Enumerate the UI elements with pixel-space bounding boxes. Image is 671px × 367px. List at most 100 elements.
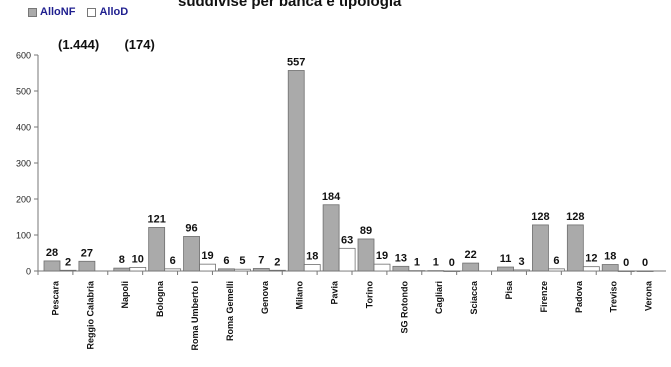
- bar-allonf: [357, 238, 375, 272]
- category-label: Bologna: [155, 280, 165, 317]
- bar-allod: [373, 263, 391, 272]
- data-label-allonf: 13: [395, 252, 407, 264]
- bar-allonf: [322, 204, 340, 272]
- bar-allod: [303, 264, 321, 272]
- bar-allod: [129, 266, 147, 272]
- data-label-allonf: 6: [223, 255, 229, 267]
- data-label-allod: 2: [274, 256, 280, 268]
- category-label: Milano: [295, 280, 305, 309]
- bar-allonf: [497, 266, 514, 272]
- data-label-allod: 2: [65, 256, 71, 268]
- legend-label-allonf: AlloNF: [40, 6, 76, 18]
- category-label: Genova: [260, 280, 270, 314]
- y-tick-label: 500: [16, 87, 31, 97]
- data-label-allonf: 128: [566, 211, 584, 223]
- total-allonf: (1.444): [58, 37, 100, 52]
- bar-allonf: [392, 265, 410, 272]
- category-label: Torino: [364, 281, 374, 309]
- bar-allonf: [601, 264, 619, 272]
- legend: AlloNF AlloD: [28, 6, 128, 18]
- totals: (1.444) (174): [58, 37, 155, 52]
- bar-allod: [408, 270, 426, 272]
- y-tick-label: 0: [26, 267, 31, 277]
- category-label: Cagliari: [434, 281, 444, 314]
- category-label: Napoli: [120, 281, 130, 309]
- data-label-allonf: 121: [147, 213, 165, 225]
- data-label-allod: 63: [341, 234, 353, 246]
- data-label-allonf: 18: [604, 251, 616, 263]
- data-label-allod: 3: [518, 256, 524, 268]
- data-label-allod: 19: [376, 250, 388, 262]
- category-label: Firenze: [539, 281, 549, 313]
- y-tick-label: 600: [16, 51, 31, 61]
- category-label: SG Rotondo: [399, 281, 409, 334]
- category-label: Treviso: [609, 281, 619, 313]
- category-label: Sciacca: [469, 280, 479, 315]
- data-label-allonf: 0: [642, 257, 648, 269]
- data-label-allod: 18: [306, 251, 318, 263]
- data-label-allonf: 27: [81, 247, 93, 259]
- bar-allonf: [183, 236, 200, 272]
- data-label-allod: 6: [553, 255, 559, 267]
- data-label-allod: 5: [239, 255, 245, 267]
- bar-allod: [513, 269, 530, 272]
- data-label-allod: 12: [585, 253, 597, 265]
- bar-allod: [582, 266, 600, 272]
- y-tick-label: 300: [16, 159, 31, 169]
- category-label: Pavia: [330, 280, 340, 305]
- data-label-allod: 6: [170, 255, 176, 267]
- data-label-allod: 0: [623, 257, 629, 269]
- bar-allonf: [462, 262, 480, 272]
- legend-swatch-allonf: [28, 7, 37, 17]
- data-label-allonf: 1: [433, 257, 439, 269]
- bar-allonf: [252, 268, 270, 272]
- legend-label-allod: AlloD: [99, 6, 129, 18]
- bar-allod: [617, 270, 635, 272]
- data-label-allonf: 89: [360, 225, 372, 237]
- bar-allod: [443, 270, 461, 272]
- data-label-allonf: 22: [465, 249, 477, 261]
- bar-allonf: [113, 267, 131, 272]
- data-label-allonf: 128: [531, 211, 549, 223]
- bar-allonf: [148, 227, 166, 272]
- bar-allonf: [218, 268, 235, 272]
- bar-allonf: [532, 224, 549, 272]
- data-label-allonf: 557: [287, 56, 305, 68]
- bar-allod: [338, 247, 356, 272]
- legend-swatch-allod: [87, 7, 97, 17]
- category-label: Reggio Calabria: [85, 280, 95, 350]
- bar-allod: [59, 269, 77, 272]
- category-label: Roma Umberto I: [190, 281, 200, 351]
- data-label-allod: 0: [449, 257, 455, 269]
- chart-title: suddivise per banca e tipologia: [178, 0, 402, 10]
- y-tick-label: 400: [16, 123, 31, 133]
- bar-allod: [548, 268, 565, 272]
- data-label-allonf: 8: [119, 254, 125, 266]
- bar-allonf: [636, 270, 654, 272]
- total-allod: (174): [124, 37, 155, 52]
- category-label: Pisa: [504, 280, 514, 300]
- category-label: Roma Gemelli: [225, 281, 235, 341]
- bar-allonf: [287, 70, 305, 272]
- y-tick-label: 100: [16, 231, 31, 241]
- bar-allonf: [566, 224, 584, 272]
- bar-allod: [268, 269, 286, 272]
- bar-allod: [234, 268, 251, 272]
- category-label: Padova: [574, 280, 584, 313]
- legend-item-allonf: AlloNF: [28, 6, 75, 18]
- category-label: Pescara: [50, 280, 60, 316]
- data-label-allonf: 184: [322, 191, 341, 203]
- data-label-allod: 19: [201, 250, 213, 262]
- data-label-allonf: 28: [46, 247, 58, 259]
- data-label-allod: 1: [414, 257, 420, 269]
- bar-allonf: [43, 260, 61, 272]
- bar-allod: [199, 263, 216, 272]
- y-tick-label: 200: [16, 195, 31, 205]
- data-label-allod: 10: [132, 253, 144, 265]
- data-label-allonf: 96: [185, 222, 197, 234]
- data-label-allonf: 11: [500, 253, 512, 265]
- bar-allod: [164, 268, 182, 272]
- bar-allonf: [78, 260, 96, 272]
- data-label-allonf: 7: [258, 254, 264, 266]
